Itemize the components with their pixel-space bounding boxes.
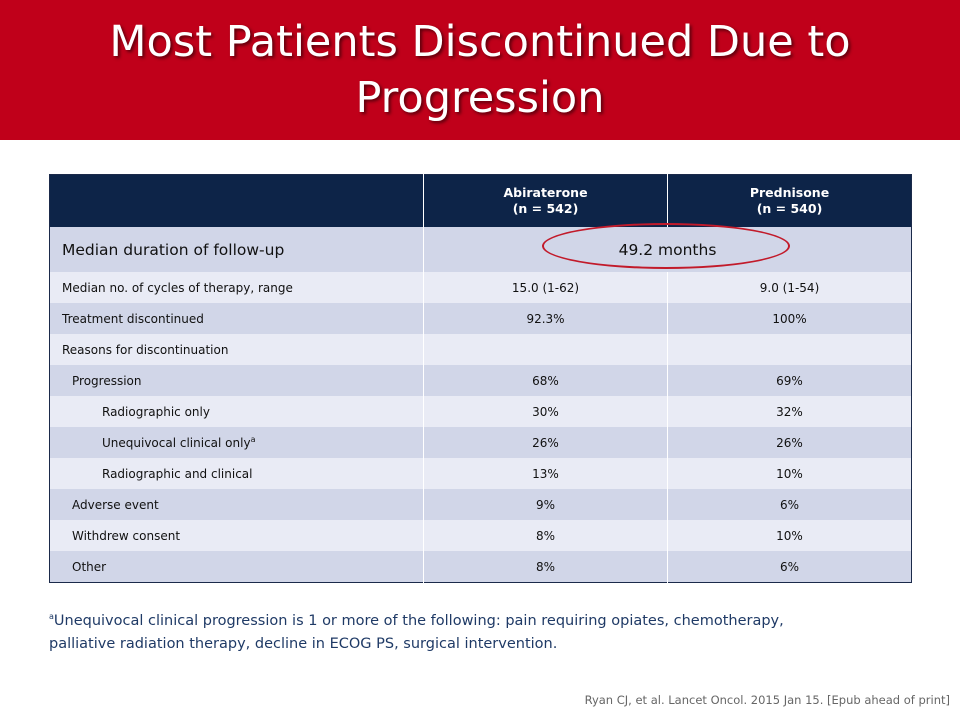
cell-abiraterone: 15.0 (1-62) [423,272,668,303]
cell-abiraterone: 92.3% [423,303,668,334]
header-prednisone-name: Prednisone [749,185,830,200]
table-header-row: Abiraterone (n = 542) Prednisone (n = 54… [49,174,912,227]
table-row: Radiographic only 30% 32% [49,396,912,427]
cell-prednisone: 9.0 (1-54) [667,272,912,303]
row-label: Adverse event [49,489,424,520]
footnote-marker: a [49,612,54,621]
cell-abiraterone [423,334,668,365]
slide-title: Most Patients Discontinued Due to Progre… [0,14,960,126]
table-row: Adverse event 9% 6% [49,489,912,520]
cell-prednisone: 6% [667,551,912,583]
row-label: Median no. of cycles of therapy, range [49,272,424,303]
footnote-line-2: palliative radiation therapy, decline in… [49,635,558,652]
cell-abiraterone: 9% [423,489,668,520]
cell-prednisone: 6% [667,489,912,520]
footnote-line-1: Unequivocal clinical progression is 1 or… [53,612,784,629]
row-label: Radiographic and clinical [49,458,424,489]
cell-prednisone: 10% [667,458,912,489]
header-abiraterone-name: Abiraterone [503,185,588,200]
header-prednisone-n: (n = 540) [756,201,823,216]
cell-abiraterone: 68% [423,365,668,396]
cell-abiraterone: 26% [423,427,668,458]
title-line-1: Most Patients Discontinued Due to [109,17,851,67]
row-label: Withdrew consent [49,520,424,551]
header-abiraterone: Abiraterone (n = 542) [423,174,668,227]
footnote-marker: a [250,435,256,444]
table-row: Radiographic and clinical 13% 10% [49,458,912,489]
table-row: Progression 68% 69% [49,365,912,396]
row-label: Progression [49,365,424,396]
cell-prednisone: 100% [667,303,912,334]
cell-abiraterone: 8% [423,520,668,551]
row-label: Other [49,551,424,583]
header-blank [49,174,424,227]
table-row: Other 8% 6% [49,551,912,583]
row-label: Radiographic only [49,396,424,427]
cell-prednisone: 10% [667,520,912,551]
cell-prednisone: 26% [667,427,912,458]
row-label: Unequivocal clinical only [102,436,251,450]
row-label: Treatment discontinued [49,303,424,334]
table-row: Reasons for discontinuation [49,334,912,365]
header-abiraterone-n: (n = 542) [512,201,579,216]
title-bar: Most Patients Discontinued Due to Progre… [0,0,960,140]
cell-prednisone [667,334,912,365]
footnote: aUnequivocal clinical progression is 1 o… [49,605,929,656]
table-row: Unequivocal clinical onlya 26% 26% [49,427,912,458]
cell-abiraterone: 30% [423,396,668,427]
discontinuation-table: Abiraterone (n = 542) Prednisone (n = 54… [49,174,912,583]
row-label-with-footnote: Unequivocal clinical onlya [49,427,424,458]
table-row: Treatment discontinued 92.3% 100% [49,303,912,334]
row-label: Reasons for discontinuation [49,334,424,365]
citation: Ryan CJ, et al. Lancet Oncol. 2015 Jan 1… [584,693,950,707]
highlight-ellipse [542,223,790,269]
followup-label: Median duration of follow-up [49,227,424,272]
table-row: Withdrew consent 8% 10% [49,520,912,551]
cell-prednisone: 69% [667,365,912,396]
cell-abiraterone: 13% [423,458,668,489]
cell-abiraterone: 8% [423,551,668,583]
title-line-2: Progression [355,73,605,123]
table-row: Median no. of cycles of therapy, range 1… [49,272,912,303]
header-prednisone: Prednisone (n = 540) [667,174,912,227]
cell-prednisone: 32% [667,396,912,427]
